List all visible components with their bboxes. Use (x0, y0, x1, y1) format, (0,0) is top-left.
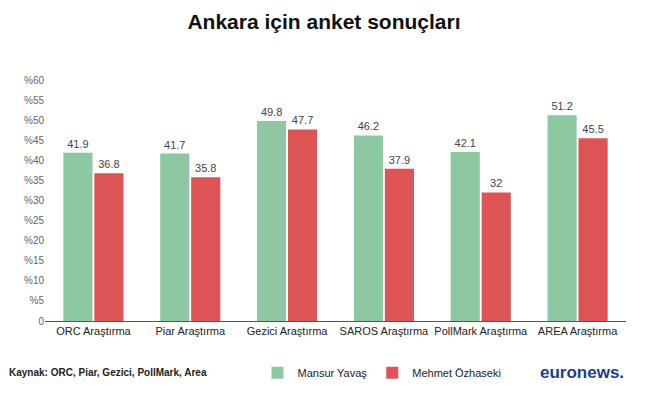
svg-text:%35: %35 (24, 175, 44, 186)
svg-text:%40: %40 (24, 155, 44, 166)
svg-text:41.7: 41.7 (164, 139, 185, 151)
svg-text:%20: %20 (24, 235, 44, 246)
svg-text:49.8: 49.8 (261, 106, 282, 118)
svg-text:0: 0 (38, 316, 44, 327)
svg-text:Gezici Araştırma: Gezici Araştırma (247, 325, 329, 337)
svg-text:51.2: 51.2 (551, 100, 572, 112)
svg-text:45.5: 45.5 (582, 123, 603, 135)
svg-text:%30: %30 (24, 195, 44, 206)
svg-text:32: 32 (490, 177, 502, 189)
svg-text:euronews.: euronews. (540, 363, 624, 382)
svg-text:47.7: 47.7 (292, 114, 313, 126)
svg-text:%25: %25 (24, 215, 44, 226)
svg-text:36.8: 36.8 (98, 158, 119, 170)
svg-text:Mehmet Özhaseki: Mehmet Özhaseki (412, 367, 501, 379)
svg-text:%5: %5 (30, 295, 45, 306)
svg-text:%50: %50 (24, 115, 44, 126)
svg-text:46.2: 46.2 (358, 120, 379, 132)
svg-text:PollMark Araştırma: PollMark Araştırma (434, 325, 528, 337)
svg-text:Kaynak: ORC, Piar, Gezici, Pol: Kaynak: ORC, Piar, Gezici, PollMark, Are… (9, 367, 207, 378)
svg-text:%10: %10 (24, 275, 44, 286)
svg-text:%45: %45 (24, 135, 44, 146)
svg-text:AREA Araştırma: AREA Araştırma (538, 325, 618, 337)
svg-text:%15: %15 (24, 255, 44, 266)
svg-text:Mansur Yavaş: Mansur Yavaş (297, 367, 367, 379)
svg-text:Ankara için anket sonuçları: Ankara için anket sonuçları (187, 10, 460, 33)
svg-text:%55: %55 (24, 95, 44, 106)
svg-text:Piar Araştırma: Piar Araştırma (155, 325, 226, 337)
svg-text:%60: %60 (24, 75, 44, 86)
svg-text:42.1: 42.1 (455, 137, 476, 149)
svg-text:41.9: 41.9 (67, 138, 88, 150)
svg-text:35.8: 35.8 (195, 162, 216, 174)
svg-text:SAROS Araştırma: SAROS Araştırma (340, 325, 430, 337)
svg-text:37.9: 37.9 (389, 154, 410, 166)
svg-text:ORC Araştırma: ORC Araştırma (56, 325, 131, 337)
